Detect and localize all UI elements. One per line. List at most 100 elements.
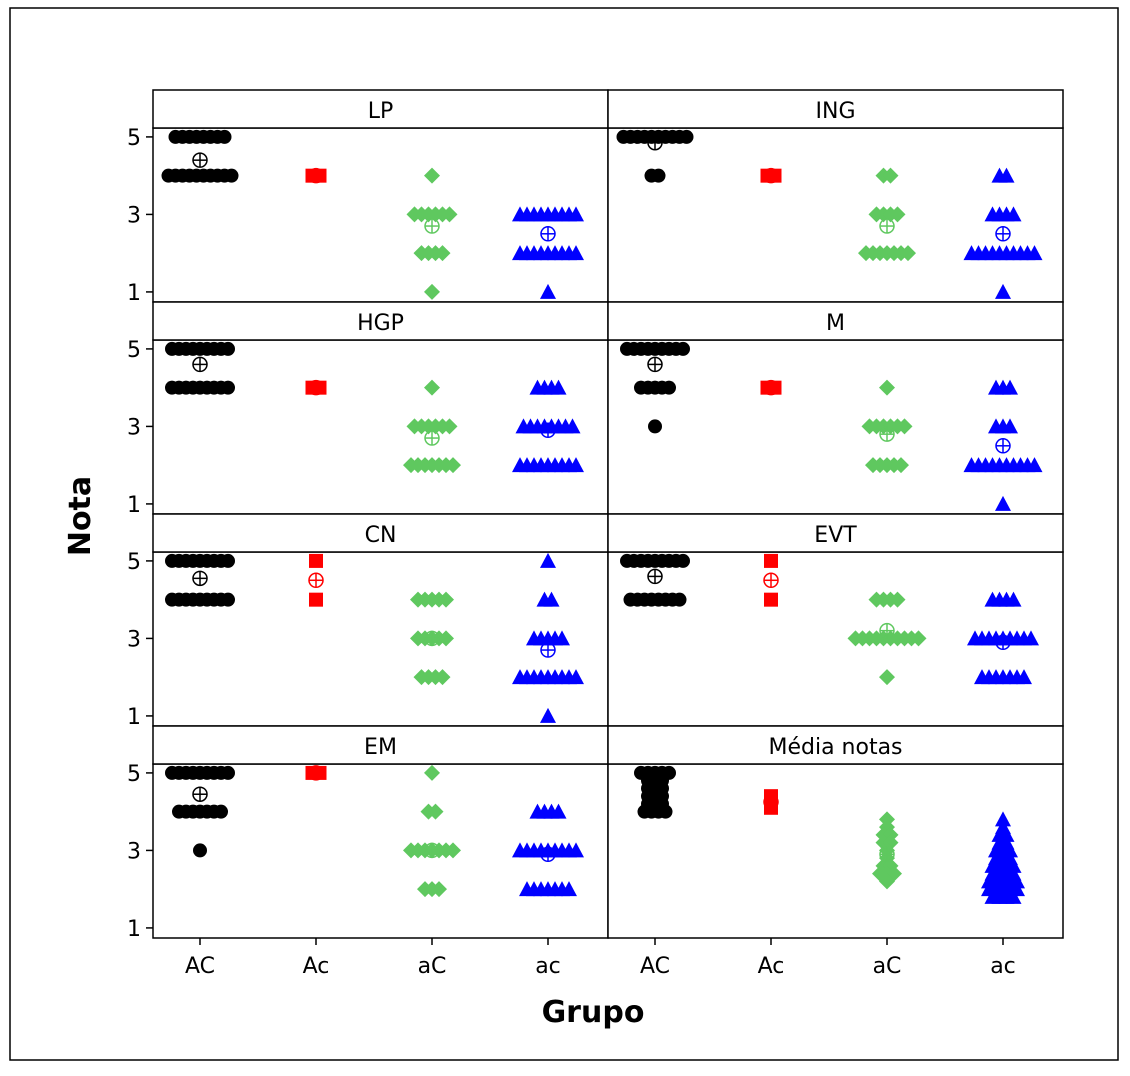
y-tick-label: 1 [127, 705, 141, 730]
x-tick-label: aC [873, 954, 902, 979]
mean-marker [879, 426, 895, 442]
mean-marker [995, 869, 1011, 886]
strip [152, 89, 609, 129]
dot [1005, 888, 1022, 904]
panel-title: ING [816, 99, 856, 124]
panel-title: EM [364, 735, 397, 760]
mean-marker [540, 846, 556, 863]
strip [607, 513, 1064, 553]
mean-marker [763, 572, 779, 589]
mean-marker [424, 218, 440, 234]
dot [568, 206, 584, 222]
dot [764, 592, 778, 607]
x-tick-label: Ac [303, 954, 330, 979]
panel-title: HGP [357, 311, 404, 336]
mean-marker [540, 642, 556, 658]
dot [445, 842, 461, 859]
y-tick-label: 1 [127, 493, 141, 518]
mean-marker [763, 167, 779, 184]
x-tick-label: Ac [758, 954, 785, 979]
dot [221, 341, 235, 356]
dot [998, 826, 1015, 842]
dot [1005, 591, 1022, 607]
dot [550, 803, 567, 819]
x-tick-label: ac [535, 954, 561, 979]
y-tick-label: 5 [127, 126, 141, 151]
dot [568, 842, 584, 858]
panel-title: EVT [814, 523, 857, 548]
dot [896, 418, 913, 435]
mean-marker [647, 568, 663, 585]
y-tick-label: 3 [127, 415, 141, 440]
y-tick-label: 1 [127, 281, 141, 306]
mean-marker [308, 167, 324, 184]
dot [441, 418, 458, 435]
dot [309, 592, 323, 607]
dot [1026, 245, 1043, 261]
mean-marker [308, 379, 324, 396]
y-tick-label: 5 [127, 762, 141, 787]
mean-marker [995, 634, 1011, 651]
strip [607, 301, 1064, 341]
dot [879, 379, 895, 396]
dot [193, 843, 207, 858]
mean-marker [424, 842, 440, 859]
dot [550, 379, 567, 395]
mean-marker [995, 226, 1011, 242]
dot [221, 765, 235, 780]
strip [152, 301, 609, 341]
dot [1002, 842, 1018, 858]
dot [424, 379, 440, 396]
dot [568, 245, 584, 261]
mean-marker [540, 422, 556, 439]
dot [224, 168, 239, 183]
dot [427, 803, 444, 820]
dot [309, 553, 323, 568]
dot [438, 630, 454, 647]
dot [540, 707, 556, 723]
y-tick-label: 1 [127, 917, 141, 942]
dot [1005, 206, 1022, 222]
dot [424, 167, 440, 184]
dot [679, 129, 694, 144]
dot [568, 457, 584, 473]
dot [561, 881, 577, 897]
dot [568, 669, 584, 685]
mean-marker [540, 226, 556, 242]
dot [893, 457, 909, 474]
strip [607, 89, 1064, 129]
dot [910, 630, 927, 647]
mean-marker [192, 152, 208, 168]
dot [676, 553, 690, 568]
strip [607, 725, 1064, 765]
dot [1009, 873, 1025, 889]
mean-marker [763, 379, 779, 396]
mean-marker [879, 846, 895, 863]
dot [672, 592, 687, 607]
mean-marker [424, 430, 440, 446]
dot [221, 592, 235, 607]
panel [607, 763, 1064, 939]
dot [445, 457, 461, 474]
dot [540, 283, 556, 299]
dot [434, 245, 451, 262]
dot [1002, 379, 1018, 395]
y-axis-label: Nota [63, 476, 98, 556]
dot [889, 206, 906, 223]
mean-marker [763, 794, 779, 810]
dot [648, 419, 662, 434]
panel-title: Média notas [768, 735, 902, 760]
x-tick-label: AC [640, 954, 670, 979]
mean-marker [647, 356, 663, 373]
dot [564, 418, 581, 434]
dot [221, 380, 235, 395]
dot [676, 341, 690, 356]
mean-marker [647, 784, 663, 801]
dot [424, 283, 440, 300]
panel-title: CN [365, 523, 397, 548]
dot [543, 591, 560, 607]
y-tick-label: 5 [127, 338, 141, 363]
mean-marker [879, 622, 895, 639]
y-tick-label: 3 [127, 839, 141, 864]
y-tick-label: 3 [127, 627, 141, 652]
